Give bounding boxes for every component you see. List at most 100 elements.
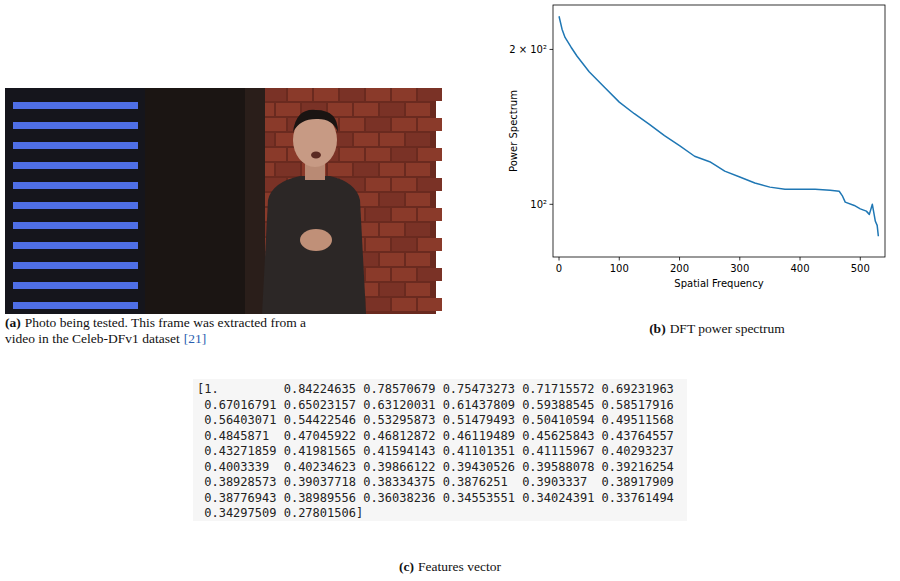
brick: [276, 103, 300, 116]
brick: [366, 88, 390, 101]
y-tick-label: 2 × 10²: [509, 44, 547, 55]
caption-c: (c) Features vector: [399, 559, 501, 574]
brick: [380, 223, 404, 236]
brick: [406, 133, 430, 146]
brick: [406, 283, 430, 296]
wall-edge: [245, 88, 265, 314]
brick: [366, 208, 390, 221]
x-tick-label: 400: [790, 263, 809, 274]
wall: [262, 88, 436, 314]
brick: [354, 103, 378, 116]
caption-text: Photo being tested. This frame was extra…: [25, 315, 306, 330]
light-bar: [13, 162, 138, 169]
brick: [276, 163, 300, 176]
brick: [314, 88, 338, 101]
feature-value: 0.39037718: [284, 475, 356, 489]
person: [262, 110, 366, 314]
feature-value: 0.36038236: [363, 491, 435, 505]
feature-value: 0.78570679: [363, 382, 435, 396]
feature-value: 0.39216254: [602, 460, 674, 474]
light-bar: [13, 282, 138, 289]
feature-value: 0.41981565: [284, 444, 356, 458]
brick: [406, 253, 430, 266]
brick: [406, 193, 430, 206]
feature-value: 0.41594143: [363, 444, 435, 458]
brick: [262, 118, 286, 131]
brick: [406, 223, 430, 236]
x-tick-label: 200: [670, 263, 689, 274]
bracket: ]: [356, 506, 363, 520]
feature-value: 0.39430526: [443, 460, 515, 474]
feature-value: 0.50410594: [522, 413, 594, 427]
feature-value: 0.84224635: [284, 382, 356, 396]
brick: [392, 238, 416, 251]
caption-a: (a) Photo being tested. This frame was ex…: [5, 315, 306, 330]
caption-label: (b): [649, 321, 666, 336]
feature-value: 0.41101351: [443, 444, 515, 458]
light-bar: [13, 122, 138, 129]
feature-value: 0.43271859: [204, 444, 276, 458]
brick: [418, 268, 442, 281]
brick: [328, 103, 352, 116]
x-tick-label: 100: [610, 263, 629, 274]
brick: [380, 163, 404, 176]
feature-value: 0.47045922: [284, 429, 356, 443]
brick: [354, 133, 378, 146]
feature-value: 0.56403071: [204, 413, 276, 427]
chart: 010020030040050010²2 × 10²Spatial Freque…: [508, 5, 885, 289]
hands: [300, 229, 332, 251]
feature-value: 0.46812872: [363, 429, 435, 443]
feature-value: 0.40234623: [284, 460, 356, 474]
brick: [418, 118, 442, 131]
light-bar: [13, 222, 138, 229]
x-tick: [800, 257, 801, 261]
caption-a-line2: video in the Celeb-DFv1 dataset[21]: [5, 331, 206, 346]
caption-text: video in the Celeb-DFv1 dataset: [5, 331, 180, 346]
torso: [262, 176, 366, 314]
feature-value: 0.43764557: [602, 429, 674, 443]
brick: [380, 103, 404, 116]
brick: [418, 88, 442, 101]
feature-value: 0.40293237: [602, 444, 674, 458]
brick: [262, 148, 286, 161]
brick: [354, 163, 378, 176]
brick: [392, 298, 416, 311]
brick: [366, 148, 390, 161]
brick: [366, 238, 390, 251]
feature-value: 0.58517916: [602, 398, 674, 412]
feature-value: 0.69231963: [602, 382, 674, 396]
brick: [380, 133, 404, 146]
feature-value: 0.4845871: [204, 429, 269, 443]
light-bar: [13, 242, 138, 249]
x-tick-label: 0: [556, 263, 562, 274]
feature-value: 0.65023157: [284, 398, 356, 412]
brick: [340, 118, 364, 131]
bracket: [: [197, 382, 204, 396]
brick: [392, 268, 416, 281]
feature-value: 0.53295873: [363, 413, 435, 427]
caption-label: (a): [5, 315, 21, 330]
y-tick: [550, 204, 554, 205]
x-tick: [860, 257, 861, 261]
feature-vector: [1.0.842246350.785706790.754732730.71715…: [193, 379, 687, 521]
feature-value: 0.34024391: [522, 491, 594, 505]
feature-value: 0.38928573: [204, 475, 276, 489]
x-tick-label: 300: [730, 263, 749, 274]
brick: [366, 298, 390, 311]
brick: [392, 208, 416, 221]
caption-text: Features vector: [418, 559, 501, 574]
light-bar: [13, 102, 138, 109]
y-axis-title: Power Spectrum: [508, 90, 519, 172]
y-tick: [550, 49, 554, 50]
feature-value: 0.61437809: [443, 398, 515, 412]
y-tick-label: 10²: [530, 199, 547, 210]
brick: [406, 163, 430, 176]
light-bar: [13, 182, 138, 189]
feature-value: 0.38334375: [363, 475, 435, 489]
plot-frame: [553, 5, 885, 257]
feature-value: 0.46119489: [443, 429, 515, 443]
caption-label: (c): [399, 559, 414, 574]
feature-value: 0.34297509: [204, 506, 276, 520]
brick: [366, 268, 390, 281]
brick: [392, 118, 416, 131]
